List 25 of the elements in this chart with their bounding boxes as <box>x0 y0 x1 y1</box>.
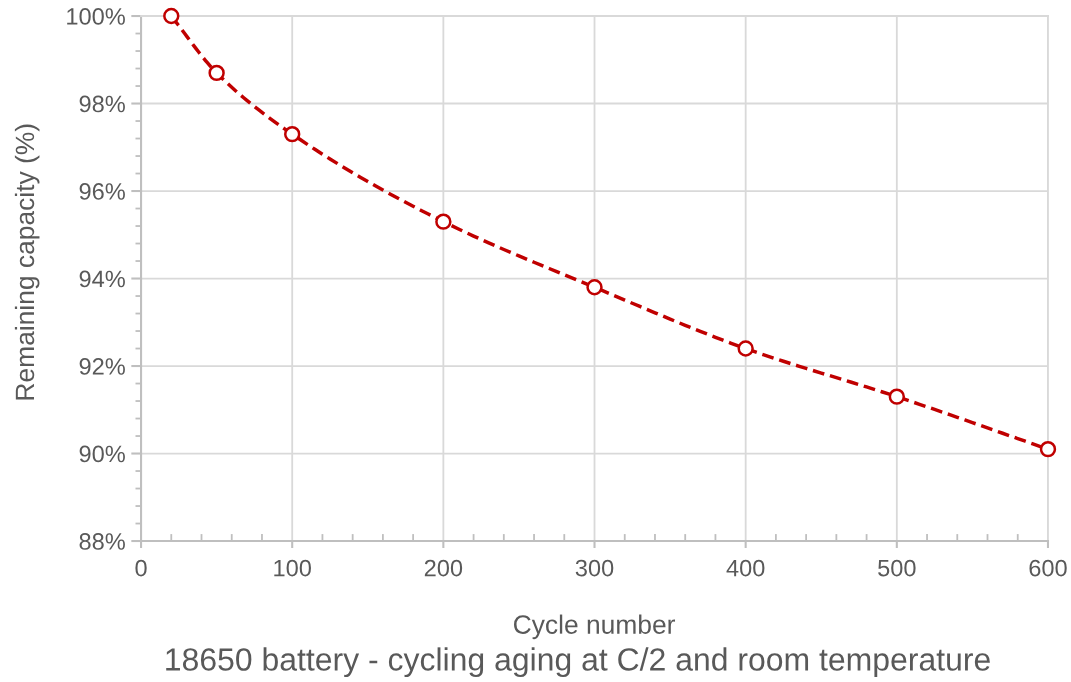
x-tick-label: 200 <box>424 559 463 577</box>
x-tick-label: 600 <box>1029 559 1067 577</box>
point <box>163 7 180 25</box>
y-tick-label: 98% <box>79 95 125 113</box>
point <box>888 388 906 405</box>
point <box>284 125 301 143</box>
text: 18650 battery - cycling aging at C/2 and room temperature <box>166 647 990 678</box>
x-tick-label: 100 <box>274 559 311 577</box>
y-tick-label: 100% <box>67 8 125 25</box>
y-tick-label: 96% <box>79 183 125 200</box>
point <box>737 340 754 357</box>
point <box>586 279 603 296</box>
x-axis-title: Cycle number <box>514 614 676 640</box>
y-tick-label: 88% <box>79 533 125 550</box>
x-tick-label: 300 <box>575 559 614 577</box>
y-tick-label: 90% <box>79 445 125 463</box>
y-tick-label: 92% <box>79 358 125 375</box>
y-axis-title: Remaining capacity (%) <box>14 124 40 400</box>
point <box>208 64 225 82</box>
x-tick-label: 500 <box>878 559 916 577</box>
x-tick-label: 400 <box>726 559 765 577</box>
point <box>435 213 452 230</box>
y-tick-label: 94% <box>79 270 125 288</box>
point <box>1039 440 1057 458</box>
x-tick-label: 0 <box>135 559 147 577</box>
